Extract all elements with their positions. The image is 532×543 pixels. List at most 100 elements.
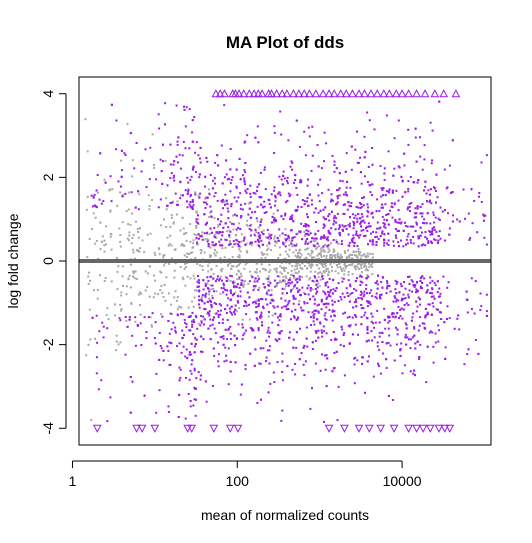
y-tick-label: -4 bbox=[40, 422, 56, 435]
significant-point bbox=[226, 203, 228, 205]
significant-point bbox=[366, 292, 368, 294]
significant-point bbox=[359, 217, 361, 219]
significant-point bbox=[268, 327, 270, 329]
significant-point bbox=[210, 338, 212, 340]
significant-point bbox=[204, 318, 206, 320]
significant-point bbox=[96, 342, 98, 344]
significant-point bbox=[387, 285, 389, 287]
significant-point bbox=[404, 222, 406, 224]
significant-point bbox=[166, 205, 168, 207]
significant-point bbox=[335, 203, 337, 205]
significant-point bbox=[198, 233, 200, 235]
significant-point bbox=[486, 154, 488, 156]
significant-point bbox=[412, 313, 414, 315]
significant-point bbox=[377, 288, 379, 290]
significant-point bbox=[400, 315, 402, 317]
non-significant-point bbox=[268, 275, 270, 277]
significant-point bbox=[404, 364, 406, 366]
non-significant-point bbox=[194, 191, 196, 193]
significant-point bbox=[224, 239, 226, 241]
significant-point bbox=[474, 313, 476, 315]
significant-point bbox=[349, 316, 351, 318]
significant-point bbox=[291, 281, 293, 283]
significant-point bbox=[292, 295, 294, 297]
significant-point bbox=[174, 327, 176, 329]
significant-point bbox=[344, 213, 346, 215]
non-significant-point bbox=[164, 254, 166, 256]
non-significant-point bbox=[149, 205, 151, 207]
significant-point bbox=[279, 111, 281, 113]
significant-point bbox=[435, 231, 437, 233]
non-significant-point bbox=[145, 270, 147, 272]
significant-point bbox=[242, 334, 244, 336]
significant-point bbox=[438, 288, 440, 290]
significant-point bbox=[274, 186, 276, 188]
significant-point bbox=[456, 318, 458, 320]
significant-point bbox=[149, 178, 151, 180]
significant-point bbox=[293, 303, 295, 305]
significant-point bbox=[155, 373, 157, 375]
significant-point bbox=[321, 332, 323, 334]
significant-point bbox=[219, 244, 221, 246]
significant-point bbox=[183, 141, 185, 143]
significant-point bbox=[209, 300, 211, 302]
non-significant-point bbox=[166, 208, 168, 210]
significant-point bbox=[284, 178, 286, 180]
significant-point bbox=[274, 313, 276, 315]
significant-point bbox=[435, 202, 437, 204]
significant-point bbox=[431, 287, 433, 289]
significant-point bbox=[230, 205, 232, 207]
non-significant-point bbox=[340, 254, 342, 256]
significant-point bbox=[190, 206, 192, 208]
significant-point bbox=[355, 324, 357, 326]
significant-point bbox=[111, 104, 113, 106]
significant-point bbox=[223, 104, 225, 106]
non-significant-point bbox=[135, 271, 137, 273]
significant-point bbox=[406, 327, 408, 329]
significant-point bbox=[403, 164, 405, 166]
significant-point bbox=[288, 302, 290, 304]
significant-point bbox=[231, 179, 233, 181]
out-of-range-up-marker bbox=[312, 90, 319, 97]
non-significant-point bbox=[307, 253, 309, 255]
x-axis-label: mean of normalized counts bbox=[201, 507, 369, 523]
significant-point bbox=[180, 168, 182, 170]
significant-point bbox=[355, 305, 357, 307]
non-significant-point bbox=[291, 245, 293, 247]
significant-point bbox=[190, 405, 192, 407]
significant-point bbox=[269, 345, 271, 347]
significant-point bbox=[289, 279, 291, 281]
significant-point bbox=[331, 193, 333, 195]
significant-point bbox=[426, 291, 428, 293]
significant-point bbox=[321, 275, 323, 277]
significant-point bbox=[409, 283, 411, 285]
non-significant-point bbox=[202, 269, 204, 271]
non-significant-point bbox=[323, 255, 325, 257]
significant-point bbox=[146, 337, 148, 339]
significant-point bbox=[214, 162, 216, 164]
significant-point bbox=[376, 210, 378, 212]
non-significant-point bbox=[282, 276, 284, 278]
non-significant-point bbox=[138, 251, 140, 253]
significant-point bbox=[383, 219, 385, 221]
significant-point bbox=[294, 363, 296, 365]
non-significant-point bbox=[262, 268, 264, 270]
non-significant-point bbox=[179, 230, 181, 232]
significant-point bbox=[218, 353, 220, 355]
significant-point bbox=[192, 405, 194, 407]
significant-point bbox=[239, 158, 241, 160]
significant-point bbox=[239, 277, 241, 279]
significant-point bbox=[162, 160, 164, 162]
significant-point bbox=[281, 410, 283, 412]
significant-point bbox=[208, 245, 210, 247]
significant-point bbox=[203, 201, 205, 203]
non-significant-point bbox=[127, 223, 129, 225]
significant-point bbox=[179, 377, 181, 379]
significant-point bbox=[429, 304, 431, 306]
non-significant-point bbox=[285, 228, 287, 230]
significant-point bbox=[239, 192, 241, 194]
non-significant-point bbox=[285, 251, 287, 253]
significant-point bbox=[466, 353, 468, 355]
non-significant-point bbox=[240, 273, 242, 275]
non-significant-point bbox=[88, 272, 90, 274]
